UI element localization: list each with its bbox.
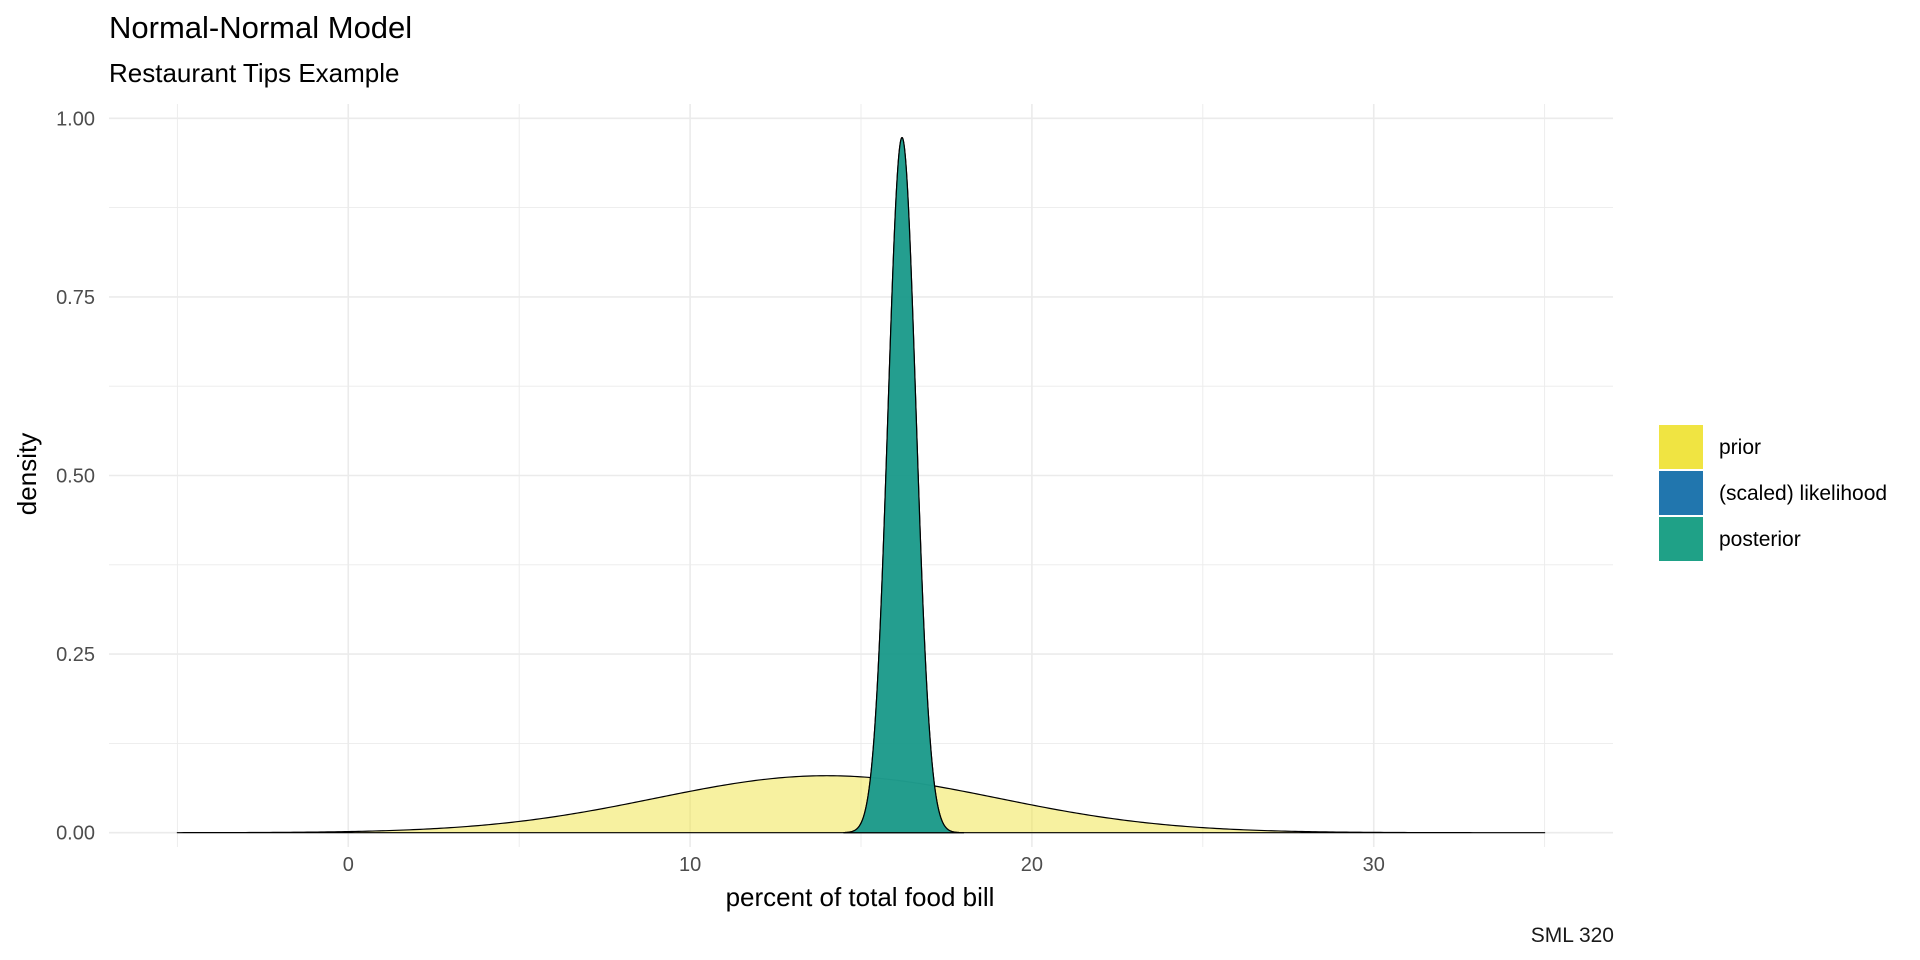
legend-label: prior xyxy=(1719,436,1761,459)
chart-subtitle: Restaurant Tips Example xyxy=(109,58,400,88)
y-tick-label: 0.50 xyxy=(56,466,95,488)
x-tick-label: 20 xyxy=(1021,854,1043,876)
y-tick-label: 0.75 xyxy=(56,287,95,309)
legend-swatch xyxy=(1659,425,1703,469)
x-tick-label: 0 xyxy=(343,854,354,876)
legend-label: (scaled) likelihood xyxy=(1719,482,1887,505)
y-axis-ticks: 0.00 0.25 0.50 0.75 1.00 xyxy=(56,108,95,844)
chart-title: Normal-Normal Model xyxy=(109,10,413,45)
chart-caption: SML 320 xyxy=(1530,924,1614,947)
legend-swatch xyxy=(1659,471,1703,515)
y-axis-label: density xyxy=(12,433,42,515)
density-area-prior xyxy=(176,775,1546,834)
legend-item: posterior xyxy=(1659,517,1801,561)
y-tick-label: 0.25 xyxy=(56,644,95,666)
y-tick-label: 0.00 xyxy=(56,823,95,845)
density-area-posterior xyxy=(843,136,965,834)
density-areas xyxy=(176,136,1546,834)
legend-item: (scaled) likelihood xyxy=(1659,471,1887,515)
legend-swatch xyxy=(1659,517,1703,561)
x-tick-label: 30 xyxy=(1363,854,1385,876)
legend-label: posterior xyxy=(1719,528,1801,551)
legend: prior (scaled) likelihood posterior xyxy=(1659,425,1887,561)
y-tick-label: 1.00 xyxy=(56,108,95,130)
x-axis-ticks: 0 10 20 30 xyxy=(343,854,1385,876)
legend-item: prior xyxy=(1659,425,1761,469)
x-tick-label: 10 xyxy=(679,854,701,876)
x-axis-label: percent of total food bill xyxy=(726,882,995,912)
grid-lines xyxy=(109,104,1613,847)
